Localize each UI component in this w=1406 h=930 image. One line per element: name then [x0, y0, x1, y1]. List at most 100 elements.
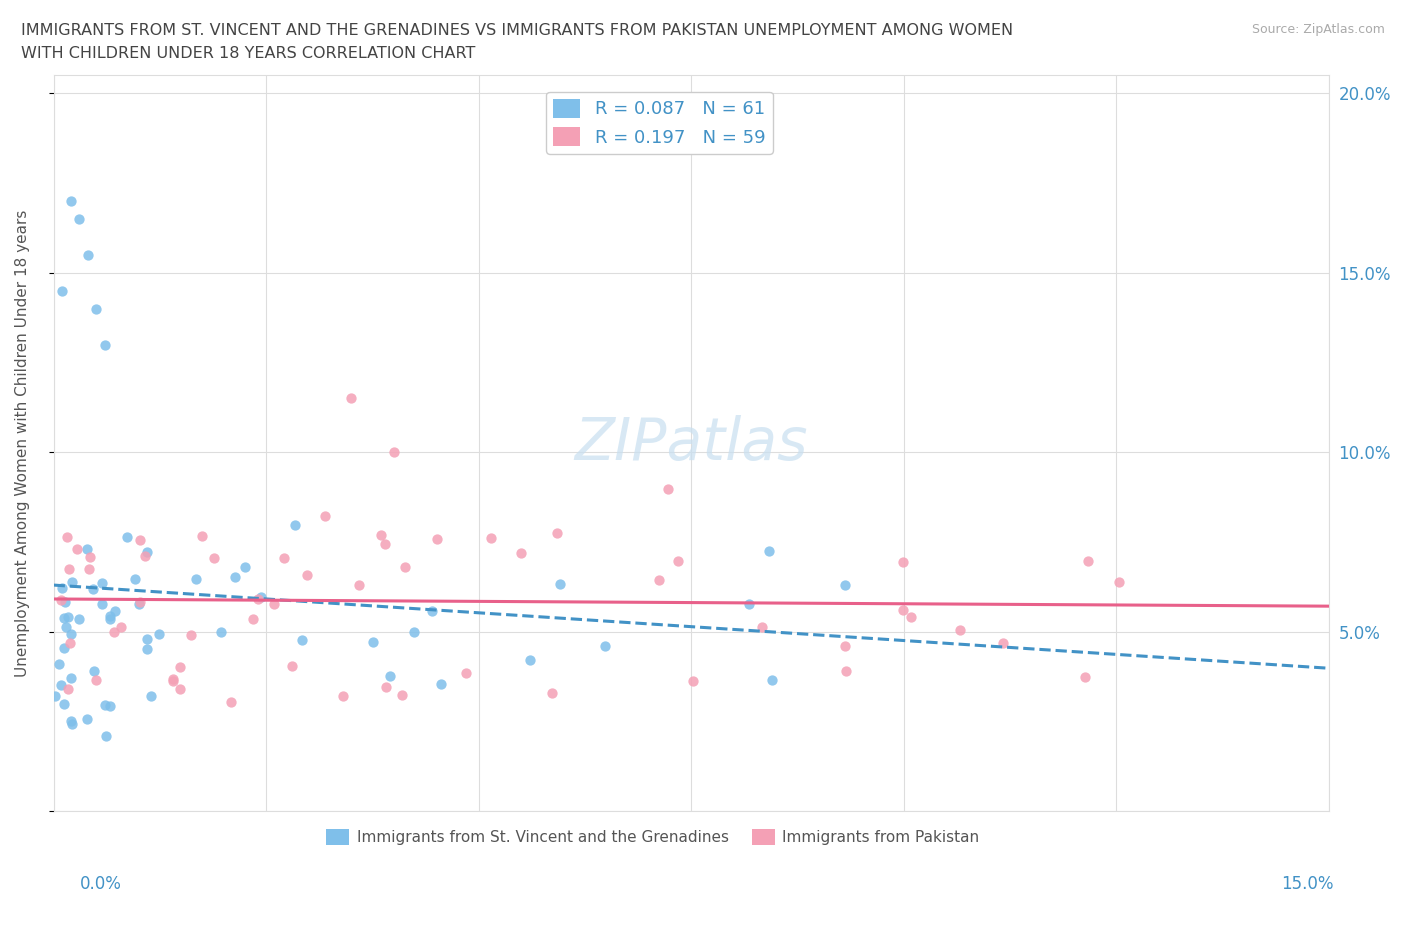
Point [83, 663, 105, 678]
Point [378, 669, 401, 684]
Point [169, 659, 191, 674]
Point [246, 591, 269, 606]
Point [404, 624, 426, 639]
Point [93, 337, 115, 352]
Point [284, 517, 307, 532]
Point [374, 537, 396, 551]
Point [835, 663, 858, 678]
Point [53, 640, 76, 655]
Point [136, 642, 159, 657]
Point [100, 608, 122, 623]
Point [103, 624, 125, 639]
Point [224, 569, 246, 584]
Point [593, 638, 616, 653]
Point [139, 688, 162, 703]
Point [79, 550, 101, 565]
Point [66, 542, 89, 557]
Point [190, 529, 212, 544]
Point [519, 653, 541, 668]
Point [382, 445, 405, 459]
Point [94, 698, 117, 712]
Text: 15.0%: 15.0% [1281, 874, 1334, 893]
Text: IMMIGRANTS FROM ST. VINCENT AND THE GRENADINES VS IMMIGRANTS FROM PAKISTAN UNEMP: IMMIGRANTS FROM ST. VINCENT AND THE GREN… [21, 23, 1014, 38]
Point [148, 626, 170, 641]
Point [76, 247, 98, 262]
Point [184, 572, 207, 587]
Point [52, 611, 75, 626]
Point [82, 582, 104, 597]
Point [456, 665, 478, 680]
Point [370, 528, 392, 543]
Point [510, 545, 533, 560]
Point [391, 688, 413, 703]
Point [242, 612, 264, 627]
Text: Source: ZipAtlas.com: Source: ZipAtlas.com [1251, 23, 1385, 36]
Point [394, 560, 416, 575]
Point [49, 677, 72, 692]
Point [136, 545, 159, 560]
Point [949, 622, 972, 637]
Point [129, 533, 152, 548]
Point [420, 604, 443, 618]
Point [90, 576, 112, 591]
Point [375, 679, 398, 694]
Point [893, 603, 915, 618]
Point [834, 638, 856, 653]
Point [666, 553, 689, 568]
Point [290, 632, 312, 647]
Point [991, 636, 1014, 651]
Point [738, 597, 761, 612]
Text: ZIPatlas: ZIPatlas [575, 415, 808, 472]
Point [758, 544, 780, 559]
Point [1074, 669, 1097, 684]
Point [90, 597, 112, 612]
Point [110, 619, 132, 634]
Point [546, 525, 568, 540]
Point [76, 711, 98, 726]
Point [233, 559, 256, 574]
Point [1108, 575, 1130, 590]
Text: 0.0%: 0.0% [80, 874, 122, 893]
Point [44, 688, 66, 703]
Point [202, 551, 225, 565]
Point [209, 624, 232, 639]
Point [162, 671, 184, 686]
Point [59, 635, 82, 650]
Point [1077, 554, 1099, 569]
Point [94, 728, 117, 743]
Point [548, 577, 571, 591]
Y-axis label: Unemployment Among Women with Children Under 18 years: Unemployment Among Women with Children U… [15, 209, 30, 677]
Point [86, 672, 108, 687]
Point [900, 610, 922, 625]
Point [834, 578, 856, 592]
Point [263, 597, 285, 612]
Point [657, 482, 679, 497]
Text: WITH CHILDREN UNDER 18 YEARS CORRELATION CHART: WITH CHILDREN UNDER 18 YEARS CORRELATION… [21, 46, 475, 61]
Point [430, 677, 453, 692]
Point [56, 609, 79, 624]
Point [295, 567, 318, 582]
Point [280, 659, 302, 674]
Point [77, 561, 100, 576]
Point [115, 530, 138, 545]
Point [59, 714, 82, 729]
Point [221, 695, 243, 710]
Point [98, 698, 121, 713]
Legend: Immigrants from St. Vincent and the Grenadines, Immigrants from Pakistan: Immigrants from St. Vincent and the Gren… [321, 823, 986, 851]
Point [58, 561, 80, 576]
Point [55, 619, 77, 634]
Point [134, 549, 156, 564]
Point [76, 541, 98, 556]
Point [60, 671, 83, 685]
Point [67, 612, 90, 627]
Point [104, 604, 127, 618]
Point [52, 697, 75, 711]
Point [51, 580, 73, 595]
Point [169, 682, 191, 697]
Point [332, 688, 354, 703]
Point [273, 551, 295, 565]
Point [48, 657, 70, 671]
Point [540, 685, 562, 700]
Point [162, 674, 184, 689]
Point [60, 575, 83, 590]
